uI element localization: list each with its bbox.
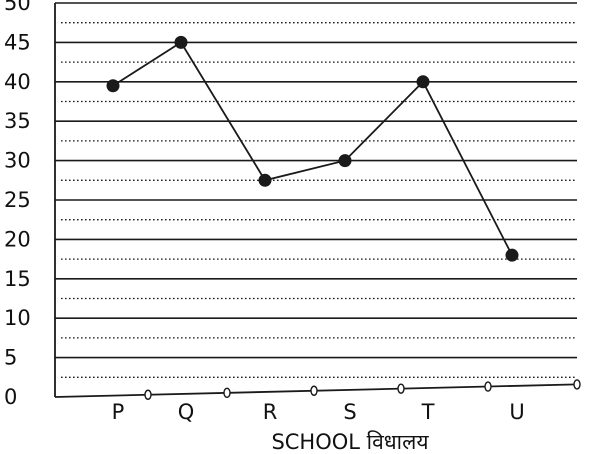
- y-tick-label: 45: [4, 30, 31, 54]
- x-tick-mark: [484, 381, 492, 392]
- x-tick-label-u: U: [509, 400, 524, 424]
- x-tick-label-p: P: [112, 400, 125, 424]
- x-tick-mark: [310, 385, 318, 396]
- data-series: [106, 35, 519, 262]
- y-tick-label: 10: [4, 306, 31, 330]
- y-tick-label: 15: [4, 267, 31, 291]
- data-point-r: [258, 173, 272, 187]
- data-point-t: [416, 75, 430, 89]
- x-tick-label-r: R: [263, 400, 278, 424]
- axes: [54, 3, 581, 400]
- data-point-s: [338, 154, 352, 168]
- x-tick-label-t: T: [421, 400, 435, 424]
- x-axis-title: SCHOOL विधालय: [271, 430, 429, 454]
- x-tick-label-s: S: [343, 400, 356, 424]
- data-point-p: [106, 79, 120, 93]
- x-tick-mark: [397, 383, 405, 394]
- x-tick-labels: P Q R S T U: [112, 400, 525, 424]
- y-tick-label: 25: [4, 188, 31, 212]
- x-tick-label-q: Q: [178, 400, 195, 424]
- x-tick-mark: [223, 387, 231, 399]
- y-tick-label: 30: [4, 149, 31, 173]
- y-tick-label: 50: [4, 0, 31, 15]
- y-tick-label: 5: [4, 346, 17, 370]
- data-point-q: [174, 35, 188, 49]
- y-tick-label: 40: [4, 70, 31, 94]
- grid-lines: [55, 2, 577, 378]
- y-tick-label: 0: [4, 385, 17, 409]
- y-tick-label: 20: [4, 227, 31, 251]
- series-line: [112, 41, 513, 256]
- y-tick-labels: 0 5 10 15 20 25 30 35 40 45 50: [4, 0, 31, 409]
- x-tick-mark: [144, 389, 152, 400]
- y-tick-label: 35: [4, 109, 31, 133]
- data-point-u: [505, 248, 519, 262]
- x-tick-mark: [573, 379, 581, 390]
